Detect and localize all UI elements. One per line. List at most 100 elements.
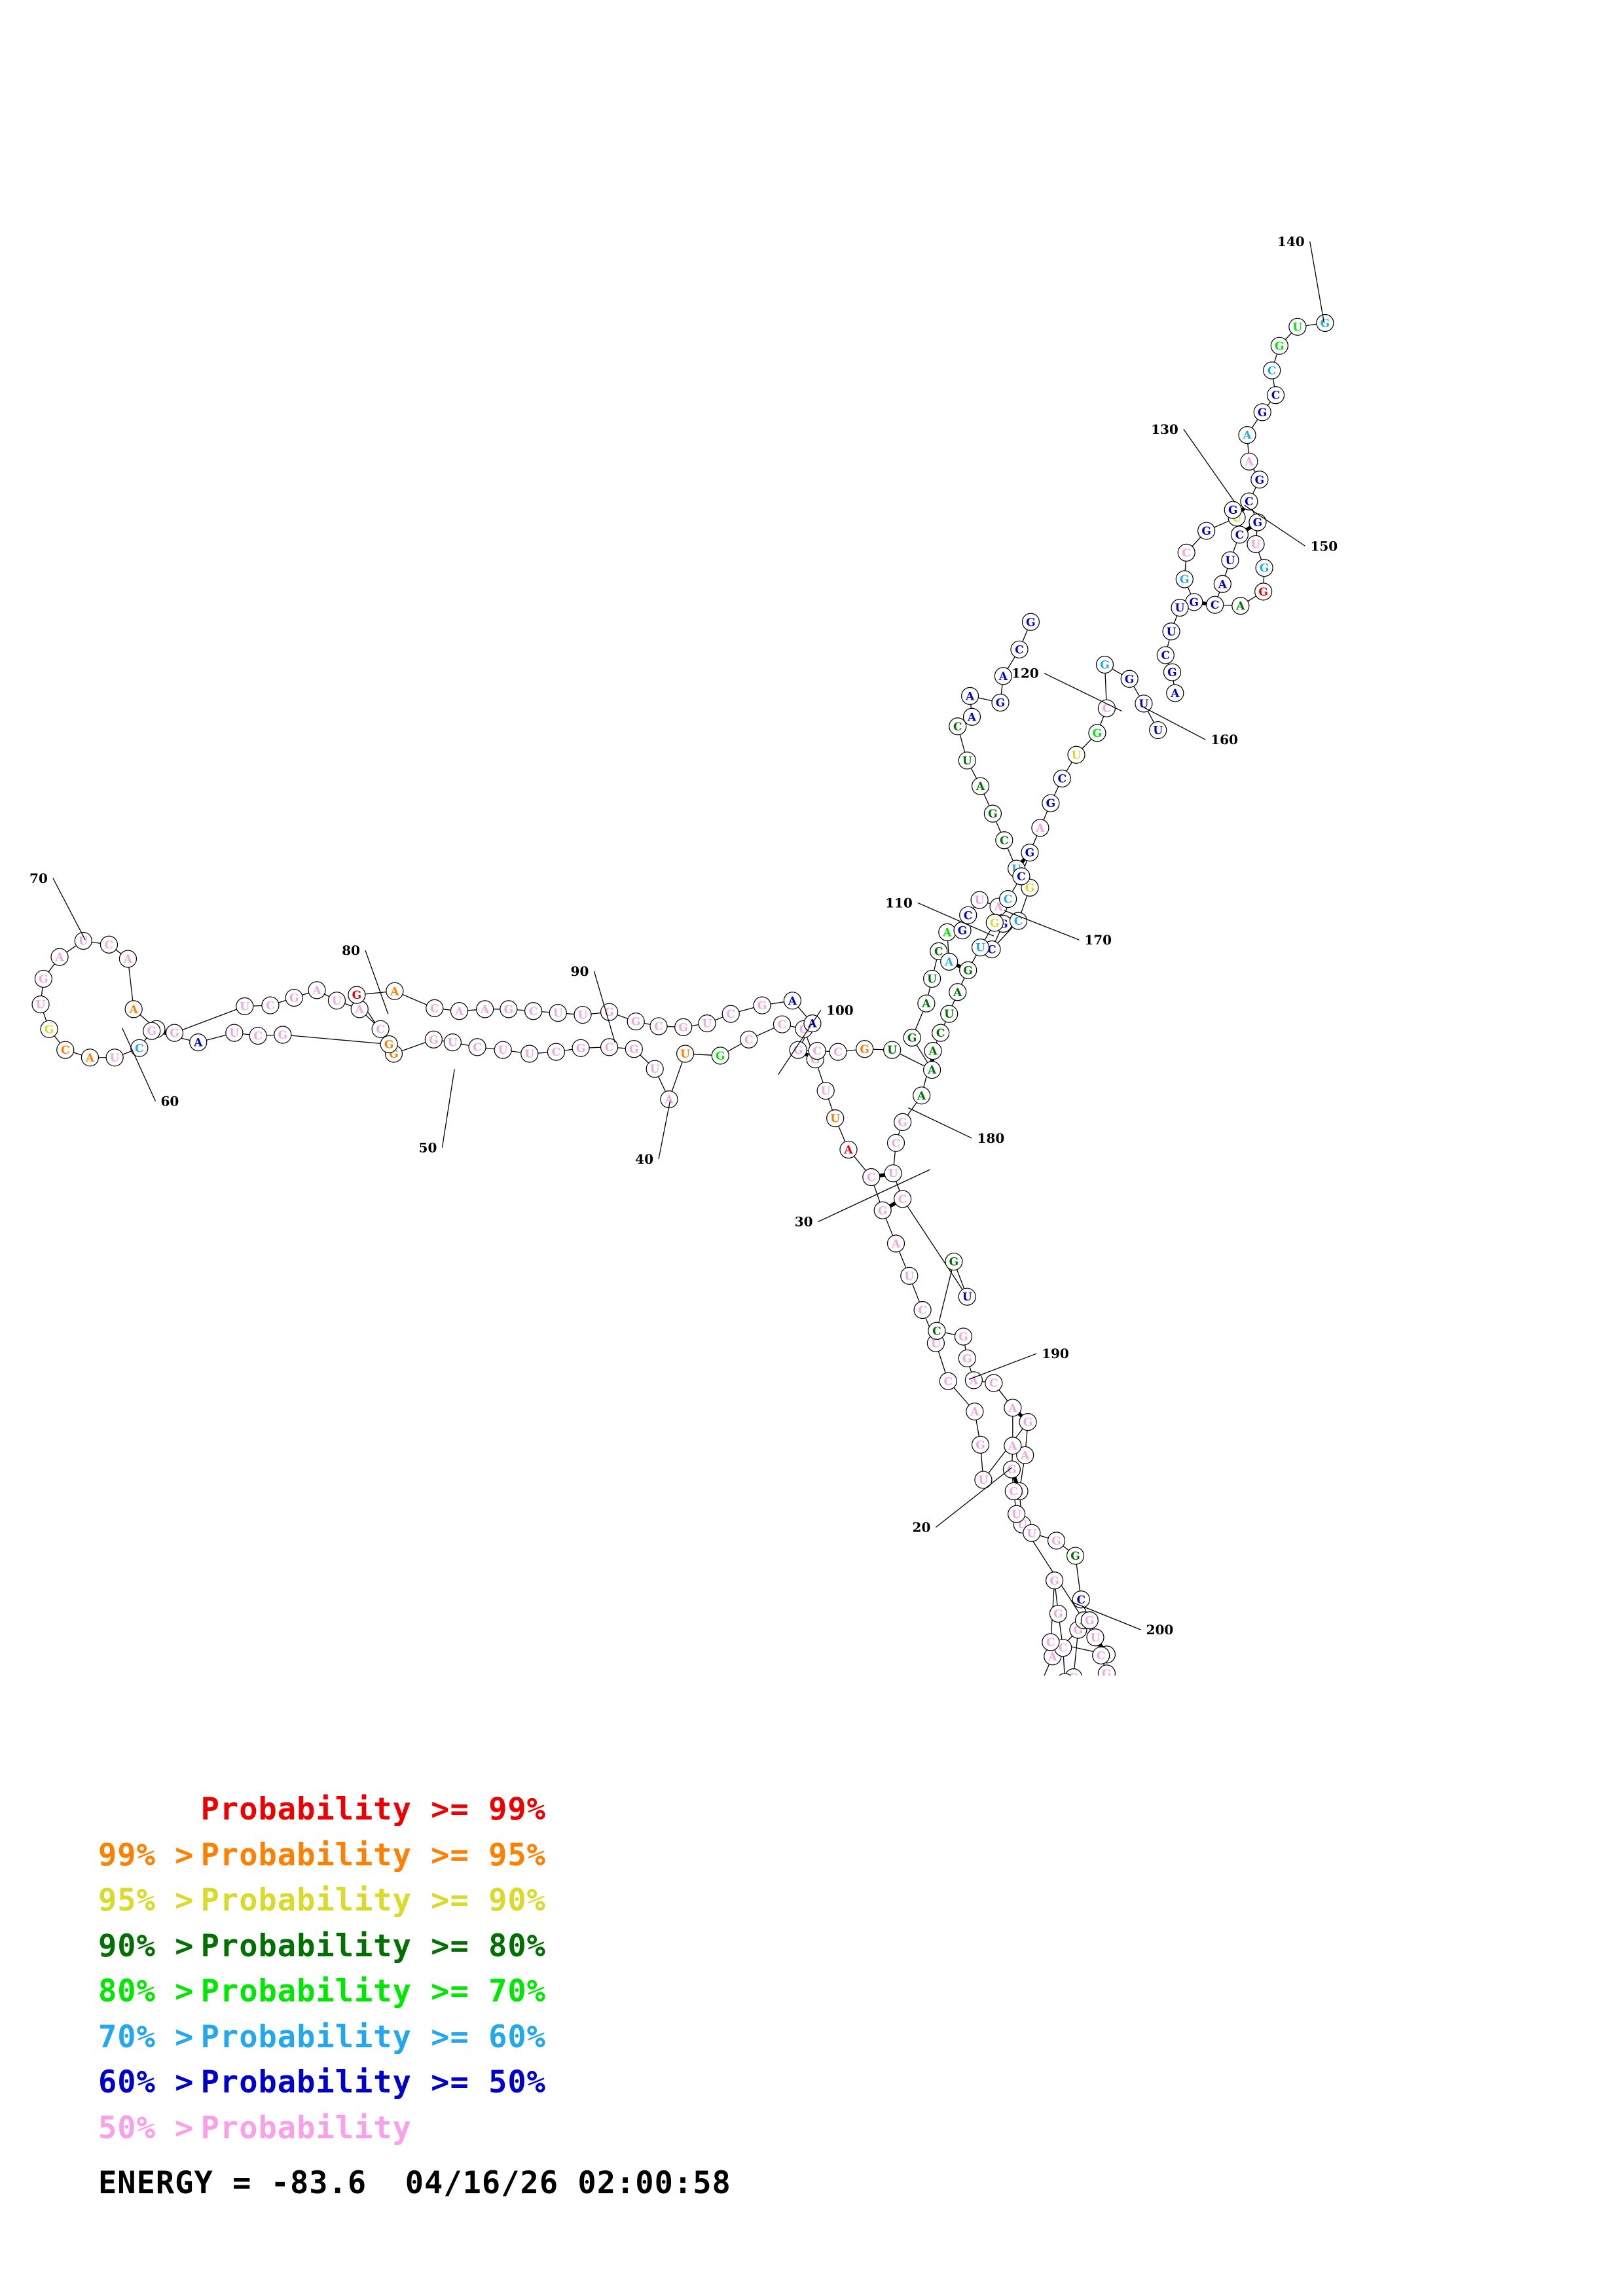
nucleotide[interactable]: A: [50, 948, 69, 966]
nucleotide[interactable]: C: [649, 1017, 668, 1035]
nucleotide[interactable]: G: [1197, 522, 1216, 540]
nucleotide[interactable]: G: [285, 988, 303, 1007]
nucleotide[interactable]: G: [954, 1327, 973, 1346]
nucleotide[interactable]: U: [922, 969, 941, 988]
nucleotide[interactable]: U: [494, 1041, 512, 1059]
nucleotide[interactable]: U: [1247, 535, 1265, 553]
nucleotide[interactable]: C: [829, 1043, 847, 1061]
nucleotide[interactable]: G: [873, 1201, 892, 1219]
nucleotide[interactable]: A: [124, 1000, 143, 1018]
nucleotide[interactable]: C: [773, 1015, 792, 1033]
nucleotide[interactable]: C: [886, 1134, 905, 1152]
nucleotide[interactable]: G: [1163, 663, 1182, 681]
nucleotide[interactable]: C: [261, 996, 280, 1014]
nucleotide[interactable]: G: [274, 1026, 292, 1044]
nucleotide[interactable]: C: [932, 1024, 950, 1042]
nucleotide[interactable]: G: [753, 996, 771, 1014]
nucleotide[interactable]: A: [783, 992, 802, 1010]
nucleotide[interactable]: G: [1224, 501, 1242, 519]
nucleotide[interactable]: A: [308, 981, 326, 999]
nucleotide[interactable]: U: [970, 891, 989, 909]
nucleotide[interactable]: G: [1120, 670, 1139, 688]
nucleotide[interactable]: C: [985, 1374, 1003, 1392]
nucleotide[interactable]: G: [143, 1022, 161, 1040]
nucleotide[interactable]: G: [1270, 336, 1288, 355]
nucleotide[interactable]: C: [939, 1372, 957, 1390]
nucleotide[interactable]: A: [940, 952, 958, 971]
nucleotide[interactable]: A: [886, 1234, 905, 1253]
nucleotide[interactable]: G: [1095, 655, 1114, 674]
nucleotide[interactable]: C: [808, 1042, 826, 1060]
nucleotide[interactable]: G: [1021, 613, 1040, 631]
nucleotide[interactable]: G: [1088, 724, 1106, 742]
nucleotide[interactable]: A: [917, 994, 936, 1013]
nucleotide[interactable]: U: [549, 1004, 567, 1022]
nucleotide[interactable]: A: [938, 923, 957, 942]
nucleotide[interactable]: U: [816, 1081, 835, 1100]
nucleotide[interactable]: G: [983, 804, 1002, 823]
nucleotide[interactable]: U: [971, 938, 990, 957]
nucleotide[interactable]: G: [674, 1018, 693, 1037]
nucleotide[interactable]: C: [1009, 912, 1028, 930]
nucleotide[interactable]: U: [443, 1033, 462, 1052]
nucleotide[interactable]: A: [189, 1033, 208, 1052]
nucleotide[interactable]: G: [959, 961, 977, 980]
nucleotide[interactable]: G: [627, 1013, 645, 1031]
nucleotide[interactable]: G: [894, 1113, 912, 1132]
nucleotide[interactable]: G: [1047, 1532, 1066, 1550]
nucleotide[interactable]: A: [962, 708, 981, 726]
nucleotide[interactable]: G: [1097, 1664, 1116, 1676]
nucleotide[interactable]: U: [105, 1049, 124, 1067]
nucleotide[interactable]: A: [1004, 1437, 1022, 1455]
nucleotide[interactable]: G: [1080, 1611, 1099, 1630]
nucleotide[interactable]: A: [1240, 452, 1258, 471]
nucleotide[interactable]: G: [1049, 1604, 1068, 1623]
nucleotide[interactable]: C: [1156, 646, 1175, 664]
nucleotide[interactable]: G: [1316, 314, 1334, 332]
nucleotide[interactable]: G: [1019, 1413, 1037, 1431]
nucleotide[interactable]: C: [371, 1020, 390, 1038]
nucleotide[interactable]: G: [500, 1000, 518, 1018]
nucleotide[interactable]: A: [1231, 596, 1250, 615]
nucleotide[interactable]: C: [1263, 361, 1281, 380]
nucleotide[interactable]: A: [922, 1061, 941, 1079]
nucleotide[interactable]: U: [574, 1005, 592, 1024]
nucleotide[interactable]: A: [81, 1049, 100, 1067]
nucleotide[interactable]: U: [698, 1014, 716, 1033]
nucleotide[interactable]: G: [572, 1039, 590, 1057]
nucleotide[interactable]: U: [1149, 721, 1167, 740]
nucleotide[interactable]: C: [894, 1190, 912, 1208]
nucleotide[interactable]: A: [1238, 425, 1256, 444]
nucleotide[interactable]: U: [520, 1045, 539, 1063]
nucleotide[interactable]: A: [994, 667, 1012, 685]
nucleotide[interactable]: G: [958, 1349, 976, 1368]
nucleotide[interactable]: A: [964, 1371, 983, 1390]
nucleotide[interactable]: G: [711, 1047, 729, 1065]
nucleotide[interactable]: G: [945, 1252, 963, 1271]
nucleotide[interactable]: G: [600, 1003, 619, 1021]
nucleotide[interactable]: C: [1230, 526, 1249, 544]
nucleotide[interactable]: A: [960, 687, 979, 705]
nucleotide[interactable]: A: [119, 950, 137, 968]
nucleotide[interactable]: A: [913, 1086, 931, 1105]
nucleotide[interactable]: U: [1135, 694, 1153, 713]
nucleotide[interactable]: U: [646, 1060, 664, 1078]
nucleotide[interactable]: A: [971, 777, 990, 795]
nucleotide[interactable]: A: [1031, 819, 1049, 837]
nucleotide[interactable]: C: [949, 717, 967, 736]
nucleotide[interactable]: C: [1206, 596, 1224, 614]
nucleotide[interactable]: C: [740, 1030, 758, 1049]
nucleotide[interactable]: A: [476, 1000, 494, 1018]
nucleotide[interactable]: G: [40, 1020, 58, 1038]
nucleotide[interactable]: C: [1053, 769, 1071, 788]
nucleotide[interactable]: A: [949, 983, 967, 1001]
nucleotide[interactable]: C: [721, 1005, 740, 1023]
nucleotide[interactable]: G: [625, 1040, 643, 1058]
nucleotide[interactable]: U: [676, 1045, 695, 1063]
nucleotide[interactable]: U: [1171, 598, 1189, 617]
nucleotide[interactable]: A: [450, 1002, 469, 1020]
nucleotide[interactable]: U: [1221, 551, 1239, 569]
nucleotide[interactable]: U: [958, 1287, 976, 1306]
nucleotide[interactable]: G: [165, 1024, 184, 1042]
nucleotide[interactable]: C: [130, 1039, 149, 1057]
